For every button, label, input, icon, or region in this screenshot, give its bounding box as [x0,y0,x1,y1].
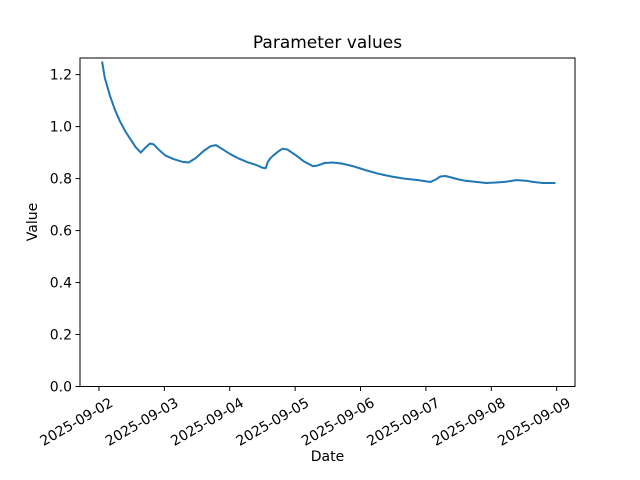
x-tick-label: 2025-09-02 [37,395,115,450]
y-tick-label: 1.2 [50,68,72,84]
y-tick-label: 0.0 [50,380,72,396]
x-tick-label: 2025-09-06 [299,395,378,450]
plot-area [79,57,576,387]
y-tick-label: 0.4 [50,276,72,292]
x-axis-label: Date [310,449,345,465]
y-tick-label: 0.6 [50,224,72,240]
x-tick-label: 2025-09-05 [234,395,312,450]
y-tick-label: 0.8 [50,172,72,188]
x-tick-label: 2025-09-07 [364,395,442,450]
x-tick-label: 2025-09-04 [168,395,247,450]
x-tick-label: 2025-09-03 [103,395,181,450]
y-axis-label: Value [25,202,41,242]
y-tick-label: 0.2 [50,328,72,344]
chart-title: Parameter values [252,33,403,53]
y-tick-label: 1.0 [50,120,72,136]
data-line-parameter-value [101,61,556,184]
x-tick-label: 2025-09-08 [430,395,508,450]
x-tick-label: 2025-09-09 [495,395,573,450]
